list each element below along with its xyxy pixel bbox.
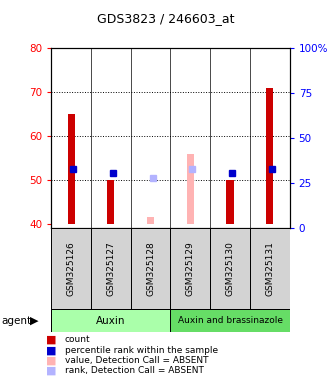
Text: Auxin and brassinazole: Auxin and brassinazole — [177, 316, 283, 325]
Bar — [187, 154, 194, 224]
Bar — [131, 228, 170, 309]
Bar — [170, 228, 210, 309]
Bar — [91, 228, 131, 309]
Text: GSM325130: GSM325130 — [225, 242, 235, 296]
Text: ▶: ▶ — [30, 316, 39, 326]
Text: ■: ■ — [46, 335, 57, 345]
Bar — [266, 88, 273, 224]
Bar — [147, 217, 154, 224]
Bar — [107, 180, 115, 224]
Text: value, Detection Call = ABSENT: value, Detection Call = ABSENT — [65, 356, 208, 365]
Text: GSM325128: GSM325128 — [146, 242, 155, 296]
Bar — [51, 309, 170, 332]
Text: GSM325131: GSM325131 — [265, 242, 274, 296]
Text: ■: ■ — [46, 366, 57, 376]
Bar — [210, 228, 250, 309]
Text: percentile rank within the sample: percentile rank within the sample — [65, 346, 218, 355]
Bar — [226, 180, 234, 224]
Text: GSM325127: GSM325127 — [106, 242, 116, 296]
Text: GSM325126: GSM325126 — [67, 242, 76, 296]
Text: GSM325129: GSM325129 — [186, 242, 195, 296]
Bar — [250, 228, 290, 309]
Text: ■: ■ — [46, 356, 57, 366]
Text: Auxin: Auxin — [96, 316, 126, 326]
Bar — [170, 309, 290, 332]
Text: GDS3823 / 246603_at: GDS3823 / 246603_at — [97, 12, 234, 25]
Bar — [68, 114, 75, 224]
Bar — [51, 228, 91, 309]
Text: agent: agent — [2, 316, 32, 326]
Text: ■: ■ — [46, 345, 57, 355]
Text: count: count — [65, 335, 90, 344]
Text: rank, Detection Call = ABSENT: rank, Detection Call = ABSENT — [65, 366, 204, 376]
